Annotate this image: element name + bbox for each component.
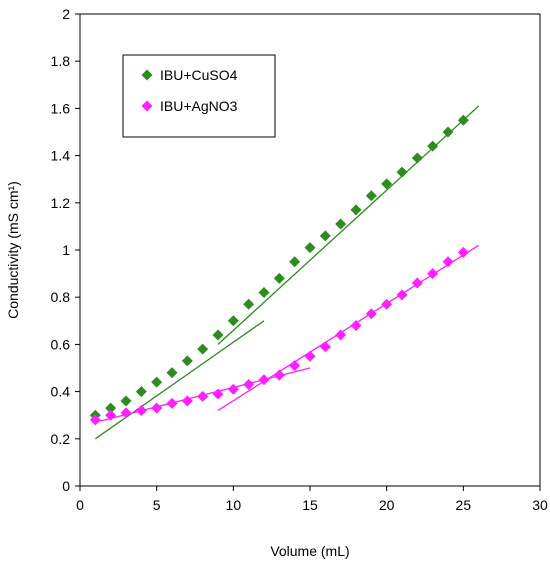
y-tick-label: 0.6 — [51, 336, 71, 352]
data-point-series-2 — [89, 414, 101, 426]
y-tick-label: 1.2 — [51, 195, 71, 211]
y-axis-title: Conductivity (mS cm¹) — [5, 181, 21, 319]
y-axis: 0 0.2 0.4 0.6 0.8 1 1.2 1.4 1.6 1.8 2 — [51, 6, 80, 494]
legend-marker-series-1 — [141, 69, 153, 81]
data-point-series-1 — [212, 329, 224, 341]
data-point-series-2 — [335, 329, 347, 341]
data-point-series-1 — [381, 178, 393, 190]
data-point-series-2 — [227, 383, 239, 395]
data-point-series-2 — [258, 374, 270, 386]
x-axis-title: Volume (mL) — [270, 543, 349, 559]
data-point-series-2 — [350, 320, 362, 332]
y-tick-label: 1 — [62, 242, 70, 258]
y-tick-label: 0.4 — [51, 384, 71, 400]
data-point-series-1 — [350, 204, 362, 216]
data-point-series-1 — [166, 367, 178, 379]
y-tick-label: 1.8 — [51, 53, 71, 69]
data-point-series-1 — [457, 114, 469, 126]
data-markers — [89, 114, 469, 426]
x-tick-label: 25 — [456, 497, 472, 513]
y-tick-label: 2 — [62, 6, 70, 22]
data-point-series-2 — [319, 341, 331, 353]
y-tick-label: 0.8 — [51, 289, 71, 305]
fit-line-series-1 — [94, 320, 265, 440]
legend: IBU+CuSO4 IBU+AgNO3 — [122, 54, 276, 138]
data-point-series-1 — [319, 230, 331, 242]
data-point-series-1 — [105, 402, 117, 414]
data-point-series-2 — [304, 350, 316, 362]
data-point-series-1 — [273, 272, 285, 284]
data-point-series-2 — [427, 268, 439, 280]
data-point-series-2 — [197, 390, 209, 402]
data-point-series-1 — [135, 386, 147, 398]
legend-marker-series-2 — [141, 100, 153, 112]
x-tick-label: 15 — [302, 497, 318, 513]
data-point-series-2 — [135, 404, 147, 416]
legend-label-series-2: IBU+AgNO3 — [160, 98, 238, 114]
data-point-series-1 — [304, 242, 316, 254]
data-point-series-2 — [151, 402, 163, 414]
data-point-series-1 — [197, 343, 209, 355]
legend-label-series-1: IBU+CuSO4 — [160, 67, 238, 83]
data-point-series-2 — [396, 289, 408, 301]
data-point-series-2 — [289, 360, 301, 372]
data-point-series-1 — [181, 355, 193, 367]
data-point-series-2 — [457, 246, 469, 258]
y-tick-label: 1.4 — [51, 148, 71, 164]
data-point-series-2 — [243, 379, 255, 391]
data-point-series-2 — [212, 388, 224, 400]
data-point-series-1 — [227, 315, 239, 327]
data-point-series-1 — [442, 126, 454, 138]
data-point-series-1 — [120, 395, 132, 407]
legend-box — [122, 54, 276, 138]
data-point-series-2 — [181, 395, 193, 407]
data-point-series-1 — [411, 152, 423, 164]
data-point-series-1 — [335, 218, 347, 230]
y-tick-label: 0.2 — [51, 431, 71, 447]
data-point-series-2 — [120, 407, 132, 419]
data-point-series-1 — [396, 166, 408, 178]
x-tick-label: 0 — [76, 497, 84, 513]
data-point-series-2 — [105, 409, 117, 421]
data-point-series-1 — [365, 190, 377, 202]
x-tick-label: 20 — [379, 497, 395, 513]
data-point-series-2 — [365, 308, 377, 320]
x-axis: 0 5 10 15 20 25 30 — [76, 486, 548, 513]
data-point-series-2 — [442, 256, 454, 268]
data-point-series-2 — [411, 277, 423, 289]
x-tick-label: 30 — [532, 497, 548, 513]
data-point-series-1 — [289, 256, 301, 268]
x-tick-label: 10 — [226, 497, 242, 513]
data-point-series-2 — [381, 298, 393, 310]
x-tick-label: 5 — [153, 497, 161, 513]
data-point-series-2 — [166, 397, 178, 409]
data-point-series-1 — [151, 376, 163, 388]
y-tick-label: 1.6 — [51, 100, 71, 116]
data-point-series-2 — [273, 369, 285, 381]
y-tick-label: 0 — [62, 478, 70, 494]
data-point-series-1 — [427, 140, 439, 152]
data-point-series-1 — [243, 298, 255, 310]
data-point-series-1 — [258, 286, 270, 298]
